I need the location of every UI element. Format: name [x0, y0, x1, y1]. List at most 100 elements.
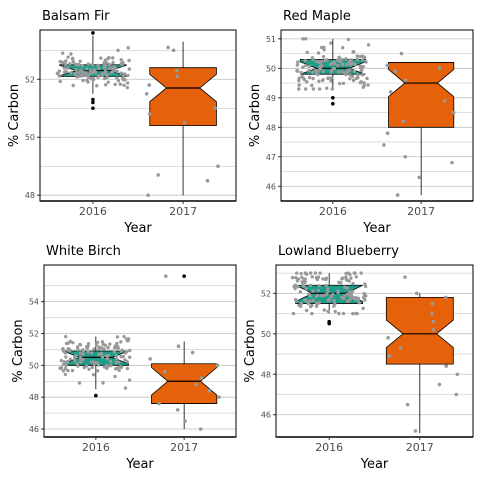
jitter-point-2016 — [90, 351, 94, 355]
jitter-point-2016 — [302, 298, 307, 302]
jitter-point-2016 — [64, 69, 68, 74]
jitter-point-2016 — [346, 293, 351, 297]
jitter-point-2016 — [300, 275, 304, 280]
jitter-point-2016 — [366, 43, 371, 47]
jitter-point-2016 — [64, 363, 68, 367]
jitter-point-2016 — [64, 361, 68, 365]
jitter-point-2016 — [125, 366, 130, 371]
jitter-point-2016 — [119, 71, 124, 75]
jitter-point-2016 — [320, 78, 325, 83]
jitter-point-2016 — [331, 67, 335, 71]
jitter-point-2016 — [305, 80, 309, 84]
jitter-point-2016 — [352, 50, 356, 54]
jitter-point-2016 — [81, 352, 85, 357]
jitter-point-2016 — [328, 62, 333, 67]
jitter-point-2016 — [126, 73, 130, 78]
y-tick-label: 52 — [25, 75, 35, 84]
jitter-point-2016 — [352, 271, 356, 275]
jitter-point-2017 — [399, 51, 404, 56]
jitter-point-2016 — [84, 345, 89, 349]
jitter-point-2016 — [105, 366, 109, 371]
y-tick-label: 51 — [266, 35, 276, 44]
jitter-point-2016 — [81, 348, 85, 352]
jitter-point-2016 — [291, 311, 296, 316]
jitter-point-2016 — [325, 86, 329, 90]
jitter-point-2016 — [55, 71, 60, 76]
jitter-point-2016 — [62, 61, 66, 65]
jitter-point-2016 — [355, 54, 359, 58]
jitter-point-2016 — [305, 50, 309, 55]
jitter-point-2016 — [122, 72, 127, 76]
jitter-point-2016 — [350, 74, 355, 79]
jitter-point-2016 — [298, 290, 303, 294]
jitter-point-2016 — [321, 277, 325, 281]
jitter-point-2017 — [183, 120, 187, 125]
jitter-point-2016 — [114, 356, 119, 361]
outlier-point — [182, 274, 186, 278]
jitter-point-2016 — [352, 69, 357, 74]
jitter-point-2017 — [175, 74, 180, 79]
jitter-point-2016 — [78, 59, 82, 63]
jitter-point-2016 — [111, 68, 115, 72]
jitter-point-2016 — [108, 342, 112, 346]
jitter-point-2016 — [66, 66, 70, 70]
jitter-point-2017 — [385, 131, 390, 135]
y-tick-label: 48 — [29, 393, 39, 402]
jitter-point-2016 — [119, 58, 123, 62]
jitter-point-2017 — [176, 344, 181, 349]
jitter-point-2016 — [115, 335, 120, 339]
jitter-point-2016 — [114, 354, 119, 358]
jitter-point-2016 — [111, 60, 115, 65]
jitter-point-2016 — [317, 300, 322, 304]
jitter-point-2016 — [351, 78, 356, 82]
jitter-point-2016 — [348, 77, 352, 81]
jitter-point-2016 — [327, 297, 332, 301]
jitter-point-2016 — [299, 70, 303, 75]
jitter-point-2016 — [324, 277, 328, 282]
jitter-point-2017 — [405, 402, 410, 407]
jitter-point-2016 — [101, 381, 105, 385]
jitter-point-2017 — [175, 408, 180, 412]
jitter-point-2017 — [198, 427, 203, 431]
y-tick-label: 50 — [25, 133, 35, 142]
jitter-point-2016 — [303, 271, 308, 275]
jitter-point-2016 — [80, 64, 85, 68]
jitter-point-2016 — [354, 275, 359, 279]
jitter-point-2017 — [444, 364, 448, 368]
jitter-point-2016 — [59, 358, 64, 363]
jitter-point-2016 — [303, 58, 307, 63]
jitter-point-2016 — [296, 284, 300, 289]
jitter-point-2017 — [183, 419, 187, 423]
box-2017 — [388, 62, 455, 128]
jitter-point-2016 — [61, 369, 65, 373]
jitter-point-2016 — [310, 83, 314, 88]
jitter-point-2016 — [304, 308, 309, 313]
jitter-point-2017 — [199, 376, 204, 380]
jitter-point-2016 — [362, 83, 366, 87]
jitter-point-2016 — [78, 342, 82, 347]
jitter-point-2016 — [303, 87, 308, 91]
y-tick-label: 48 — [266, 123, 276, 132]
box-2017 — [149, 67, 217, 127]
jitter-point-2016 — [324, 283, 328, 288]
y-tick-label: 52 — [261, 289, 271, 298]
jitter-point-2016 — [109, 363, 113, 368]
jitter-point-2016 — [74, 62, 78, 67]
y-tick-label: 46 — [266, 182, 276, 191]
jitter-point-2017 — [403, 78, 408, 82]
jitter-point-2016 — [356, 75, 360, 80]
jitter-point-2016 — [108, 62, 112, 67]
jitter-point-2016 — [76, 348, 80, 352]
outlier-point — [327, 319, 331, 324]
jitter-point-2016 — [340, 45, 345, 50]
jitter-point-2017 — [194, 382, 199, 387]
jitter-point-2016 — [297, 83, 301, 87]
y-tick-label: 47 — [266, 153, 276, 162]
jitter-point-2016 — [69, 52, 73, 56]
x-tick-label: 2016 — [82, 441, 110, 454]
jitter-point-2016 — [121, 354, 126, 359]
jitter-point-2016 — [326, 309, 330, 313]
jitter-point-2016 — [299, 271, 303, 276]
jitter-point-2016 — [95, 84, 99, 88]
jitter-point-2016 — [96, 63, 100, 68]
